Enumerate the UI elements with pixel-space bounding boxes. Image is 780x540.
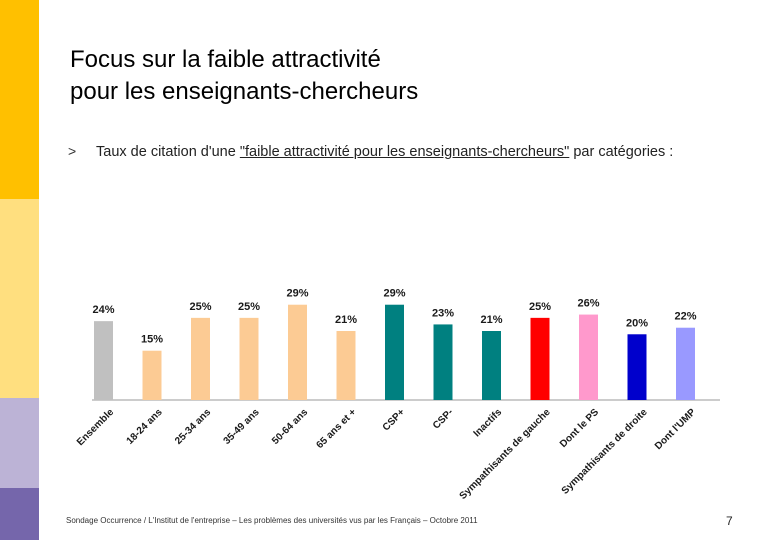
bar-value-label-0: 24% (92, 304, 114, 316)
category-label-1: 18-24 ans (125, 407, 165, 447)
footer-source: Sondage Occurrence / L'Institut de l'ent… (66, 516, 478, 525)
bar-9 (530, 317, 550, 400)
bar-1 (142, 350, 162, 400)
slide-title-line1: Focus sur la faible attractivité (70, 46, 381, 73)
bar-3 (239, 317, 259, 400)
bar-value-label-7: 23% (432, 307, 454, 319)
page-number: 7 (726, 514, 733, 528)
category-label-3: 35-49 ans (222, 407, 262, 447)
bar-value-label-9: 25% (529, 301, 551, 313)
bar-12 (676, 327, 695, 400)
bar-value-label-3: 25% (238, 301, 260, 313)
bar-chart: 24% Ensemble 15% 18-24 ans 25% 25-34 ans 25% 35… (75, 288, 720, 502)
bar-value-label-8: 21% (480, 314, 502, 326)
bar-5 (336, 331, 356, 400)
bar-value-label-5: 21% (335, 314, 357, 326)
bar-value-label-6: 29% (383, 288, 405, 300)
bar-value-label-12: 22% (674, 311, 696, 323)
side-band-lavender (0, 398, 39, 488)
bullet-text-after: par catégories : (569, 144, 674, 160)
side-band-light-gold (0, 199, 39, 398)
bar-8 (482, 331, 501, 400)
category-label-9: Sympathisants de gauche (458, 407, 553, 502)
bar-value-label-4: 29% (286, 288, 308, 300)
category-label-12: Dont l'UMP (653, 407, 698, 452)
bar-value-label-10: 26% (577, 298, 599, 310)
bar-0 (94, 321, 113, 400)
bullet-text-before: Taux de citation d'une (96, 144, 240, 160)
bar-6 (385, 304, 404, 400)
category-label-0: Ensemble (75, 407, 116, 448)
category-label-4: 50-64 ans (270, 407, 310, 447)
side-band-purple (0, 488, 39, 540)
bar-4 (288, 304, 307, 400)
bar-2 (191, 317, 210, 400)
bar-value-label-11: 20% (626, 317, 648, 329)
slide-title-line2: pour les enseignants-chercheurs (70, 78, 419, 105)
category-label-5: 65 ans et + (315, 407, 359, 451)
bar-7 (433, 324, 453, 400)
bar-value-label-1: 15% (141, 334, 163, 346)
slide-title: Focus sur la faible attractivité pour le… (70, 44, 730, 108)
bar-11 (627, 334, 647, 400)
category-label-2: 25-34 ans (173, 407, 213, 447)
category-label-6: CSP+ (381, 407, 408, 434)
category-label-10: Dont le PS (558, 407, 601, 450)
bullet-marker: > (68, 143, 77, 159)
bullet-text: Taux de citation d'une "faible attractiv… (96, 143, 726, 162)
category-label-11: Sympathisants de droite (560, 407, 650, 497)
bullet-emphasis: "faible attractivité pour les enseignant… (239, 144, 570, 160)
bar-value-label-2: 25% (189, 301, 211, 313)
category-label-7: CSP- (431, 407, 456, 432)
category-label-8: Inactifs (472, 407, 505, 440)
bar-10 (579, 314, 598, 400)
side-band-gold (0, 0, 39, 199)
